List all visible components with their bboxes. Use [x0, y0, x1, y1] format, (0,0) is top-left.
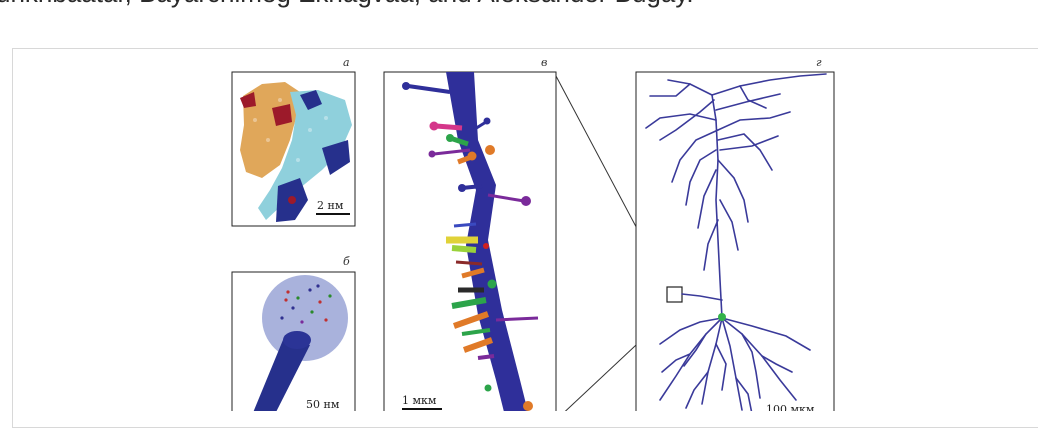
neuron-tree [645, 73, 827, 411]
panel-b-letter: б [343, 255, 350, 268]
panel-g: г [635, 56, 835, 411]
panel-a-scale-label: 2 нм [317, 199, 344, 212]
panel-b: б 50 нм [231, 255, 356, 411]
dendritic-spines [402, 82, 539, 411]
panel-v-letter: в [541, 56, 547, 69]
axon-cylinder [253, 335, 310, 411]
panel-g-scale-label: 100 мкм [766, 403, 815, 411]
panel-g-letter: г [816, 56, 822, 69]
panel-b-scale-label: 50 нм [306, 398, 340, 411]
protein-structure-image [240, 82, 352, 222]
panel-v-scale-label: 1 мкм [402, 394, 437, 407]
vesicle-dots [280, 284, 332, 324]
figure-illustration: а 2 нм б [231, 56, 835, 411]
authors-line: unkhbaatar, Bayarchimeg Ekhagvaa, and Al… [0, 0, 694, 9]
panel-a: а 2 нм [231, 56, 356, 227]
panel-a-letter: а [343, 56, 350, 69]
panel-v: в [383, 56, 557, 411]
soma-marker [718, 313, 726, 321]
